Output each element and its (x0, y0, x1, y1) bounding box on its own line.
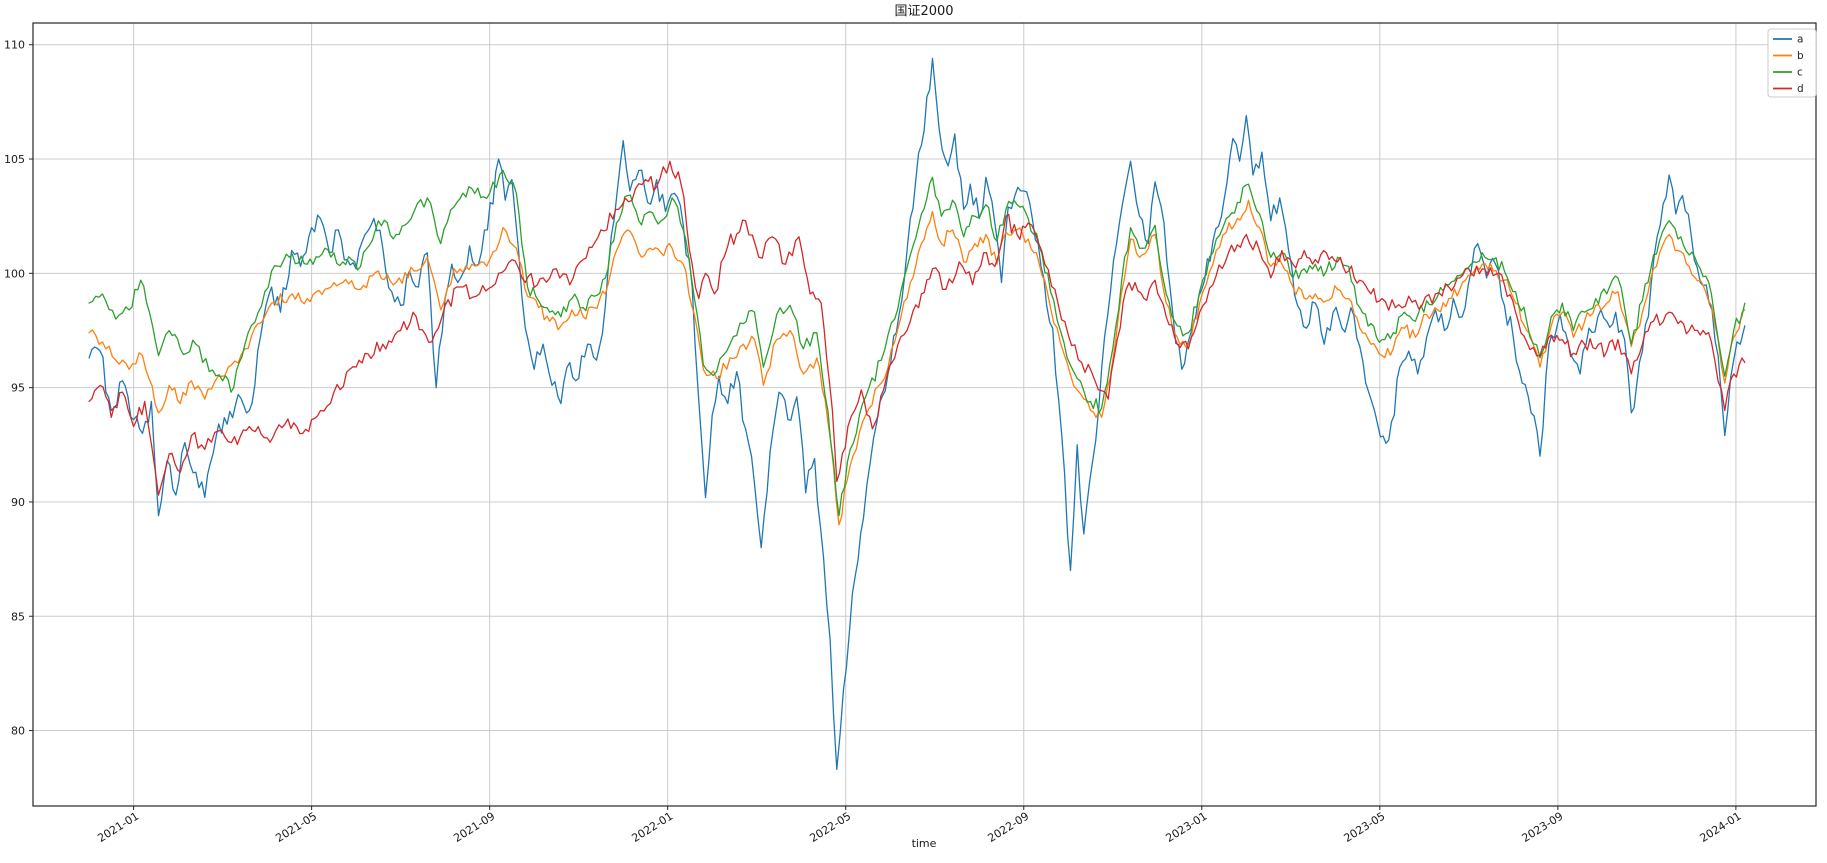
plot-border (32, 22, 1817, 807)
legend-box (1767, 28, 1817, 98)
legend-label-d: d (1797, 83, 1804, 95)
y-tick-label: 80 (11, 725, 25, 738)
legend-label-b: b (1797, 50, 1804, 62)
x-tick-label: 2024-01 (1698, 810, 1744, 845)
tick-layer: 80 85 90 95 100 105 110 2021-01 2021-05 2021-09 20… (4, 39, 1743, 845)
x-tick-label: 2022-09 (985, 810, 1031, 845)
x-tick-label: 2022-05 (807, 810, 853, 845)
grid-layer (33, 23, 1816, 806)
series-layer (88, 57, 1746, 771)
y-tick-label: 95 (11, 382, 25, 395)
legend-item-d: d (1773, 83, 1804, 95)
x-axis-label: time (912, 837, 937, 850)
x-tick-label: 2022-01 (629, 810, 675, 845)
y-tick-label: 105 (4, 153, 25, 166)
x-tick-label: 2021-01 (95, 810, 141, 845)
series-line-c (88, 169, 1746, 517)
legend-item-a: a (1773, 34, 1803, 46)
x-tick-label: 2021-05 (273, 810, 319, 845)
y-tick-label: 110 (4, 39, 25, 52)
chart-title: 国证2000 (894, 4, 953, 19)
y-tick-label: 85 (11, 610, 25, 623)
x-tick-label: 2023-05 (1342, 810, 1388, 845)
series-line-d (88, 160, 1746, 496)
legend-label-a: a (1797, 34, 1803, 46)
x-tick-label: 2021-09 (451, 810, 497, 845)
y-tick-label: 100 (4, 267, 25, 280)
x-tick-label: 2023-09 (1520, 810, 1566, 845)
series-line-b (88, 199, 1746, 526)
y-tick-label: 90 (11, 496, 25, 509)
axes-spines (32, 22, 1817, 807)
x-tick-label: 2023-01 (1164, 810, 1210, 845)
legend-item-c: c (1773, 67, 1803, 79)
legend-label-c: c (1797, 67, 1803, 79)
series-line-a (88, 57, 1746, 771)
legend-item-b: b (1773, 50, 1804, 62)
